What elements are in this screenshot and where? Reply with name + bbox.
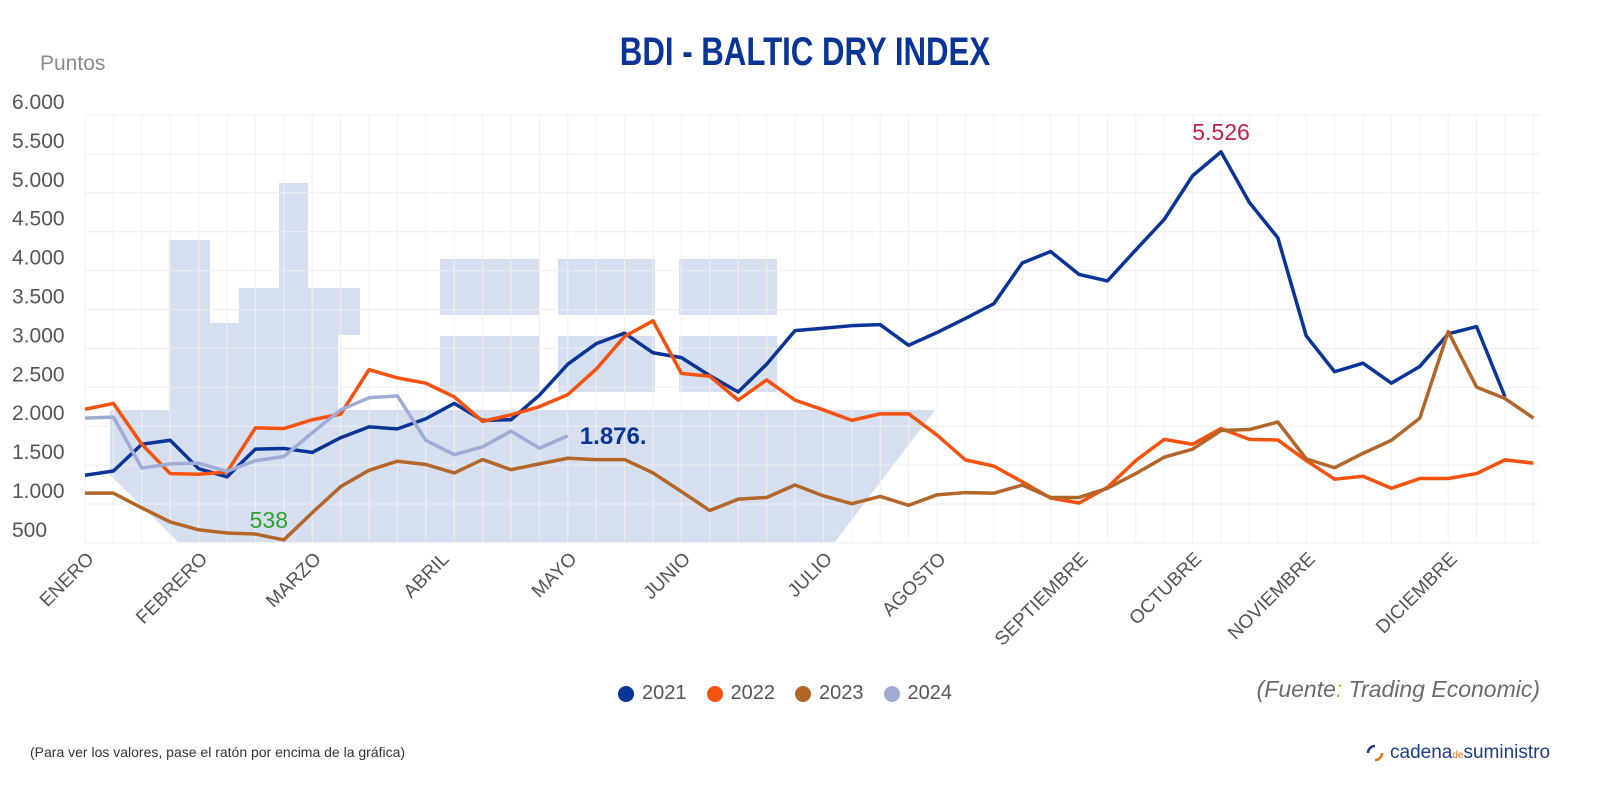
y-tick-label: 6.000 xyxy=(12,91,65,114)
y-tick-label: 1.500 xyxy=(12,441,65,464)
logo-text-a: cadena xyxy=(1390,742,1453,763)
legend: 2021 2022 2023 2024 xyxy=(618,682,952,705)
x-tick-label: ABRIL xyxy=(400,549,454,603)
logo-text-b: de xyxy=(1452,750,1464,761)
x-tick-label: SEPTIEMBRE xyxy=(991,549,1092,650)
x-axis-ticks: ENERO FEBRERO MARZO ABRIL MAYO JUNIO JULIO AGOS… xyxy=(36,549,1462,650)
legend-label: 2024 xyxy=(907,682,953,704)
annotation-label: 5.526 xyxy=(1192,119,1250,145)
x-tick-label: DICIEMBRE xyxy=(1372,549,1462,639)
ship-part xyxy=(308,335,338,410)
x-tick-label: AGOSTO xyxy=(878,549,950,621)
logo-text-c: suministro xyxy=(1463,742,1551,763)
legend-dot xyxy=(706,685,723,702)
legend-label: 2021 xyxy=(642,682,687,704)
y-tick-label: 5.500 xyxy=(12,130,65,153)
x-tick-label: OCTUBRE xyxy=(1126,549,1207,630)
ship-part xyxy=(558,336,655,392)
legend-label: 2023 xyxy=(819,682,864,704)
logo[interactable]: cadenadesuministro xyxy=(1366,742,1550,764)
annotations: 5.526 538 1.876. xyxy=(250,119,1250,533)
legend-label: 2022 xyxy=(730,682,776,704)
legend-dot xyxy=(795,685,811,702)
y-tick-label: 3.500 xyxy=(12,286,65,309)
source-text: Trading Economic) xyxy=(1342,676,1540,702)
legend-dot xyxy=(618,685,634,702)
legend-item-2021[interactable]: 2021 xyxy=(618,682,687,705)
legend-item-2024[interactable]: 2024 xyxy=(883,682,953,705)
y-axis-ticks: 6.000 5.500 5.000 4.500 4.000 3.500 3.000 2.500… xyxy=(12,91,65,542)
series-lines[interactable] xyxy=(84,150,1535,542)
ship-part xyxy=(558,259,655,315)
series-line-2022[interactable] xyxy=(84,319,1534,505)
ship-part xyxy=(679,259,777,315)
annotation-label: 538 xyxy=(250,507,288,533)
x-tick-label: MAYO xyxy=(528,549,581,602)
x-tick-label: ENERO xyxy=(36,549,99,612)
annotation-label: 1.876. xyxy=(580,423,647,450)
y-axis-label: Puntos xyxy=(40,52,106,75)
ship-part xyxy=(210,323,239,410)
x-tick-label: FEBRERO xyxy=(132,549,212,629)
source-prefix: (Fuente xyxy=(1256,676,1336,702)
chart-title: BDI - BALTIC DRY INDEX xyxy=(619,30,991,74)
series-line-2023[interactable] xyxy=(85,329,1535,542)
y-tick-label: 1.000 xyxy=(12,480,65,503)
y-tick-label: 5.000 xyxy=(12,169,65,192)
cycle-arrows-icon xyxy=(1366,744,1384,762)
ship-silhouette-background xyxy=(110,183,935,542)
ship-part xyxy=(308,288,360,335)
ship-part xyxy=(169,240,210,410)
x-tick-label: MARZO xyxy=(262,549,325,612)
source-colon: : xyxy=(1335,676,1343,702)
x-tick-label: NOVIEMBRE xyxy=(1224,549,1319,644)
x-tick-label: JULIO xyxy=(784,549,837,602)
series-line-2024[interactable] xyxy=(84,394,569,474)
legend-item-2022[interactable]: 2022 xyxy=(706,682,776,705)
ship-part xyxy=(440,259,539,315)
y-tick-label: 4.000 xyxy=(12,247,65,270)
y-tick-label: 3.000 xyxy=(12,324,65,347)
series-line-2021[interactable] xyxy=(84,150,1507,479)
ship-hull xyxy=(110,410,935,542)
y-tick-label: 4.500 xyxy=(12,208,65,231)
grid xyxy=(84,114,1540,544)
ship-part xyxy=(440,336,539,392)
legend-dot xyxy=(883,685,900,702)
ship-part xyxy=(239,288,279,410)
y-tick-label: 500 xyxy=(12,519,47,542)
legend-item-2023[interactable]: 2023 xyxy=(795,682,864,705)
hover-note: (Para ver los valores, pase el ratón por… xyxy=(30,744,406,760)
source-credit: (Fuente: Trading Economic) xyxy=(1257,676,1540,703)
x-tick-label: JUNIO xyxy=(640,549,695,604)
y-tick-label: 2.000 xyxy=(12,402,65,425)
y-tick-label: 2.500 xyxy=(12,363,65,386)
